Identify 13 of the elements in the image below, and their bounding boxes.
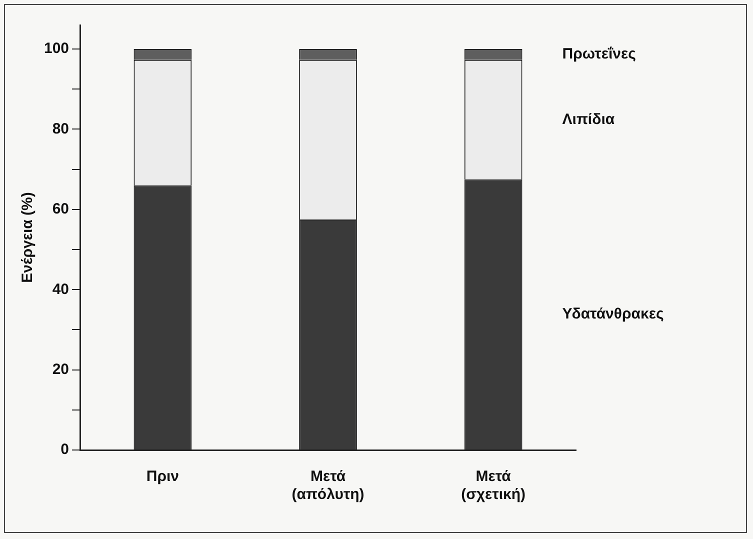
y-tick-label: 0 <box>60 441 70 458</box>
x-tick-label: Μετά (σχετική) <box>461 468 526 504</box>
text: Λιπίδια <box>562 110 616 128</box>
y-tick-label: 60 <box>52 200 70 218</box>
text: Υδατάνθρακες <box>562 306 664 323</box>
y-axis-title: Ενέργεια (%) <box>19 192 36 283</box>
y-tick-label: 40 <box>52 280 70 298</box>
y-tick-label: 20 <box>52 360 70 378</box>
x-tick-label: Μετά (απόλυτη) <box>292 468 364 504</box>
y-tick-label: 100 <box>44 40 70 58</box>
x-tick-label: Πριν <box>146 468 179 486</box>
text: Πρωτεΐνες <box>562 46 636 63</box>
y-tick-label: 80 <box>52 120 70 138</box>
